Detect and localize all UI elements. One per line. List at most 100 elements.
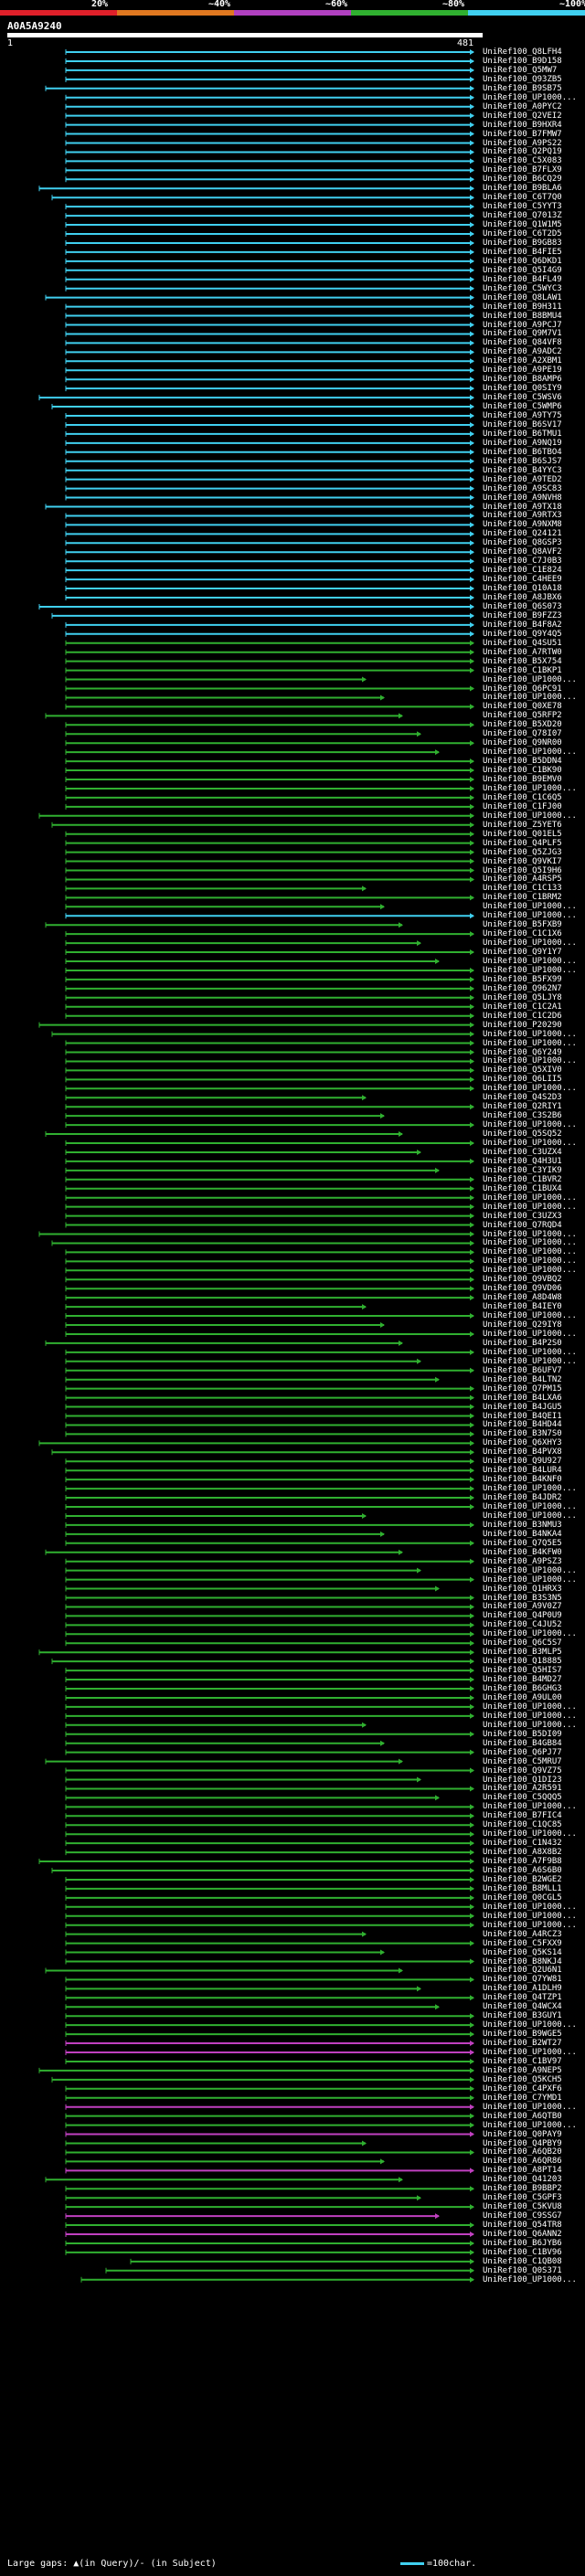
hit-label[interactable]: UniRef100_A9NQ19 xyxy=(483,438,562,448)
hit-label[interactable]: UniRef100_Q8LAW1 xyxy=(483,292,562,302)
hit-label[interactable]: UniRef100_A9NEP5 xyxy=(483,2065,562,2075)
hit-label[interactable]: UniRef100_UP1000... xyxy=(483,1484,577,1494)
hit-label[interactable]: UniRef100_UP1000... xyxy=(483,2120,577,2130)
hit-label[interactable]: UniRef100_A9V0Z7 xyxy=(483,1602,562,1612)
hit-label[interactable]: UniRef100_Q78I07 xyxy=(483,729,562,739)
hit-label[interactable]: UniRef100_A6QB20 xyxy=(483,2147,562,2157)
hit-label[interactable]: UniRef100_C1BRM2 xyxy=(483,893,562,903)
hit-label[interactable]: UniRef100_Q8LFH4 xyxy=(483,48,562,57)
hit-label[interactable]: UniRef100_B9WGE5 xyxy=(483,2030,562,2040)
hit-label[interactable]: UniRef100_C1N432 xyxy=(483,1839,562,1849)
hit-label[interactable]: UniRef100_UP1000... xyxy=(483,747,577,758)
hit-label[interactable]: UniRef100_B6JYB6 xyxy=(483,2238,562,2248)
hit-label[interactable]: UniRef100_C3UZX3 xyxy=(483,1211,562,1221)
hit-label[interactable]: UniRef100_UP1000... xyxy=(483,965,577,975)
hit-label[interactable]: UniRef100_Q9VKI7 xyxy=(483,856,562,866)
hit-label[interactable]: UniRef100_Q2VEI2 xyxy=(483,111,562,121)
hit-label[interactable]: UniRef100_Q93ZB5 xyxy=(483,74,562,84)
hit-label[interactable]: UniRef100_C5YYT3 xyxy=(483,202,562,212)
hit-label[interactable]: UniRef100_Q9NR00 xyxy=(483,738,562,748)
hit-label[interactable]: UniRef100_C1C1X6 xyxy=(483,929,562,939)
hit-label[interactable]: UniRef100_UP1000... xyxy=(483,1229,577,1239)
hit-label[interactable]: UniRef100_UP1000... xyxy=(483,1565,577,1575)
hit-label[interactable]: UniRef100_Q0XE78 xyxy=(483,702,562,712)
hit-label[interactable]: UniRef100_C5WYC3 xyxy=(483,283,562,293)
hit-label[interactable]: UniRef100_A4RCZ3 xyxy=(483,1929,562,1939)
hit-label[interactable]: UniRef100_B9EMV0 xyxy=(483,775,562,784)
hit-label[interactable]: UniRef100_A9RTX3 xyxy=(483,511,562,521)
hit-label[interactable]: UniRef100_B6GHG3 xyxy=(483,1684,562,1693)
hit-label[interactable]: UniRef100_Q7YW81 xyxy=(483,1975,562,1985)
hit-label[interactable]: UniRef100_B4F8A2 xyxy=(483,620,562,630)
hit-label[interactable]: UniRef100_Q0PAY9 xyxy=(483,2129,562,2139)
hit-label[interactable]: UniRef100_A8JBX6 xyxy=(483,593,562,602)
hit-label[interactable]: UniRef100_C5KVU8 xyxy=(483,2202,562,2212)
hit-label[interactable]: UniRef100_UP1000... xyxy=(483,1802,577,1812)
hit-label[interactable]: UniRef100_C3S2B6 xyxy=(483,1111,562,1121)
hit-label[interactable]: UniRef100_C5WMP6 xyxy=(483,402,562,412)
hit-label[interactable]: UniRef100_UP1000... xyxy=(483,1084,577,1094)
hit-label[interactable]: UniRef100_UP1000... xyxy=(483,1920,577,1930)
hit-label[interactable]: UniRef100_Q4SU51 xyxy=(483,638,562,648)
hit-label[interactable]: UniRef100_B6CQ29 xyxy=(483,175,562,185)
hit-label[interactable]: UniRef100_C6T7Q0 xyxy=(483,193,562,203)
hit-label[interactable]: UniRef100_Q5ZJG3 xyxy=(483,847,562,857)
hit-label[interactable]: UniRef100_B8NKJ4 xyxy=(483,1956,562,1966)
hit-label[interactable]: UniRef100_C1C2D6 xyxy=(483,1011,562,1021)
hit-label[interactable]: UniRef100_A1DLH9 xyxy=(483,1984,562,1994)
hit-label[interactable]: UniRef100_Q9VZ75 xyxy=(483,1765,562,1776)
hit-label[interactable]: UniRef100_UP1000... xyxy=(483,1902,577,1912)
hit-label[interactable]: UniRef100_Q9VD06 xyxy=(483,1284,562,1294)
hit-label[interactable]: UniRef100_B4LTN2 xyxy=(483,1374,562,1384)
hit-label[interactable]: UniRef100_B9BBP2 xyxy=(483,2184,562,2194)
hit-label[interactable]: UniRef100_Q6LII5 xyxy=(483,1075,562,1085)
hit-label[interactable]: UniRef100_Q6S073 xyxy=(483,601,562,611)
hit-label[interactable]: UniRef100_UP1000... xyxy=(483,1502,577,1511)
hit-label[interactable]: UniRef100_Q6PC91 xyxy=(483,684,562,694)
hit-label[interactable]: UniRef100_C7YMD1 xyxy=(483,2093,562,2103)
hit-label[interactable]: UniRef100_Q6XHY3 xyxy=(483,1438,562,1448)
hit-label[interactable]: UniRef100_UP1000... xyxy=(483,674,577,684)
hit-label[interactable]: UniRef100_Q5LJY8 xyxy=(483,992,562,1002)
hit-label[interactable]: UniRef100_B4FIE5 xyxy=(483,247,562,257)
hit-label[interactable]: UniRef100_UP1000... xyxy=(483,1311,577,1321)
hit-label[interactable]: UniRef100_UP1000... xyxy=(483,1329,577,1339)
hit-label[interactable]: UniRef100_B6TBO4 xyxy=(483,447,562,457)
hit-label[interactable]: UniRef100_Q1HRX3 xyxy=(483,1584,562,1594)
hit-label[interactable]: UniRef100_UP1000... xyxy=(483,1701,577,1712)
hit-label[interactable]: UniRef100_B4P2S0 xyxy=(483,1338,562,1348)
hit-label[interactable]: UniRef100_UP1000... xyxy=(483,938,577,949)
hit-label[interactable]: UniRef100_UP1000... xyxy=(483,1202,577,1212)
hit-label[interactable]: UniRef100_B6SJS7 xyxy=(483,456,562,466)
hit-label[interactable]: UniRef100_Q5KS14 xyxy=(483,1947,562,1957)
hit-label[interactable]: UniRef100_UP1000... xyxy=(483,1511,577,1521)
hit-label[interactable]: UniRef100_C5WSV6 xyxy=(483,393,562,403)
hit-label[interactable]: UniRef100_UP1000... xyxy=(483,1056,577,1066)
hit-label[interactable]: UniRef100_C1E824 xyxy=(483,566,562,576)
hit-label[interactable]: UniRef100_UP1000... xyxy=(483,1266,577,1276)
hit-label[interactable]: UniRef100_Q6C5S7 xyxy=(483,1638,562,1648)
hit-label[interactable]: UniRef100_Q2PQ19 xyxy=(483,147,562,157)
hit-label[interactable]: UniRef100_C1C133 xyxy=(483,884,562,894)
hit-label[interactable]: UniRef100_UP1000... xyxy=(483,911,577,921)
hit-label[interactable]: UniRef100_B2WT27 xyxy=(483,2039,562,2049)
hit-label[interactable]: UniRef100_B3NMU3 xyxy=(483,1520,562,1530)
hit-label[interactable]: UniRef100_A8X8B2 xyxy=(483,1848,562,1858)
hit-label[interactable]: UniRef100_A2XBM1 xyxy=(483,356,562,366)
hit-label[interactable]: UniRef100_UP1000... xyxy=(483,1356,577,1366)
hit-label[interactable]: UniRef100_C1C6Q5 xyxy=(483,792,562,802)
hit-label[interactable]: UniRef100_Q5XIV0 xyxy=(483,1065,562,1076)
hit-label[interactable]: UniRef100_Q5HIS7 xyxy=(483,1666,562,1676)
hit-label[interactable]: UniRef100_Q1W1M5 xyxy=(483,220,562,230)
hit-label[interactable]: UniRef100_B5DDN4 xyxy=(483,757,562,767)
hit-label[interactable]: UniRef100_Q0S371 xyxy=(483,2265,562,2275)
hit-label[interactable]: UniRef100_B5DI09 xyxy=(483,1729,562,1739)
hit-label[interactable]: UniRef100_A9PE19 xyxy=(483,366,562,376)
hit-label[interactable]: UniRef100_C4HEE9 xyxy=(483,575,562,585)
hit-label[interactable]: UniRef100_A9NXM8 xyxy=(483,520,562,530)
hit-label[interactable]: UniRef100_Q6DKD1 xyxy=(483,256,562,266)
hit-label[interactable]: UniRef100_Q9Y1Y7 xyxy=(483,948,562,958)
hit-label[interactable]: UniRef100_UP1000... xyxy=(483,1247,577,1257)
hit-label[interactable]: UniRef100_UP1000... xyxy=(483,1629,577,1639)
hit-label[interactable]: UniRef100_A9TY75 xyxy=(483,411,562,420)
